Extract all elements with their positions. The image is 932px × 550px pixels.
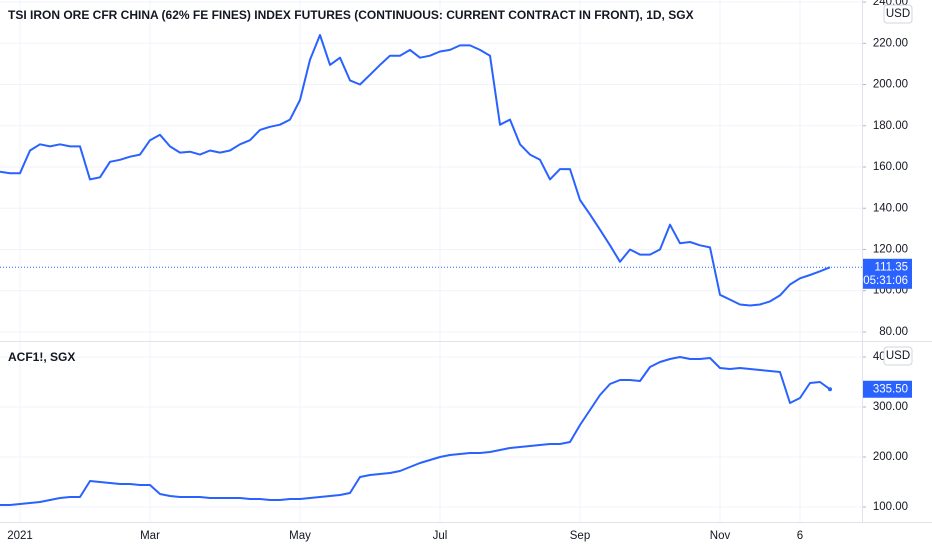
- currency-box: [883, 346, 913, 366]
- y-tick-label: 100.00: [873, 501, 908, 513]
- x-tick-label: Nov: [710, 530, 731, 542]
- x-tick-label: Jul: [433, 530, 448, 542]
- y-tick-label: 220.00: [873, 37, 908, 49]
- currency-label: USD: [886, 8, 910, 20]
- y-tick-label: 180.00: [873, 120, 908, 132]
- y-tick-label: 300.00: [873, 401, 908, 413]
- x-tick-label: Sep: [570, 530, 590, 542]
- y-tick-label: 140.00: [873, 202, 908, 214]
- price-line-series: [0, 34, 831, 307]
- x-tick-label: 6: [797, 530, 803, 542]
- y-tick-label: 240.00: [873, 0, 908, 8]
- pane-title: ACF1!, SGX: [8, 350, 75, 364]
- price-line-series: [0, 356, 831, 506]
- x-tick-label: 2021: [7, 530, 33, 542]
- last-point: [828, 387, 832, 392]
- x-tick-label: Mar: [140, 530, 160, 542]
- y-tick-label: 200.00: [873, 79, 908, 91]
- x-tick-label: May: [289, 530, 311, 542]
- y-tick-label: 160.00: [873, 161, 908, 173]
- y-tick-label: 200.00: [873, 451, 908, 463]
- pane-title: TSI IRON ORE CFR CHINA (62% FE FINES) IN…: [8, 8, 694, 22]
- last-value-label: 111.35: [875, 261, 908, 273]
- y-tick-label: 80.00: [879, 326, 908, 338]
- currency-box: [883, 4, 913, 24]
- last-value-box: [862, 258, 912, 289]
- y-tick-label: 120.00: [873, 243, 908, 255]
- currency-label: USD: [886, 350, 910, 362]
- last-value-label: 335.50: [873, 383, 908, 395]
- countdown-label: 05:31:06: [863, 275, 908, 287]
- last-value-box: [862, 380, 912, 398]
